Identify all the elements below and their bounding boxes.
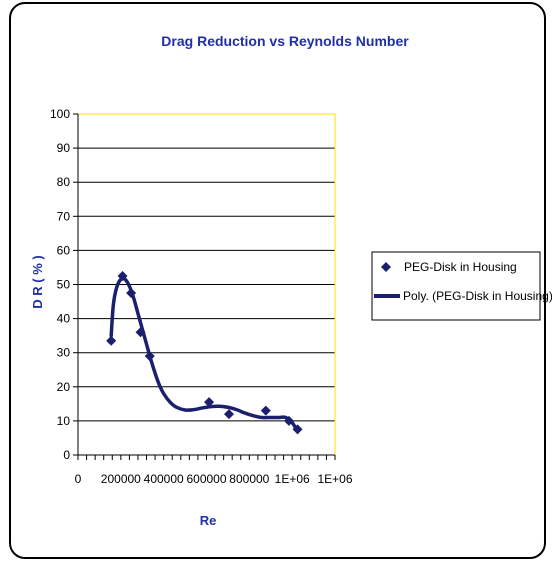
legend-marker-diamond-icon [381, 262, 391, 272]
y-tick-label: 90 [57, 141, 71, 155]
x-tick-label: 800000 [229, 472, 269, 486]
data-point-marker [117, 270, 128, 281]
legend-box [371, 251, 541, 321]
data-point-marker [204, 397, 215, 408]
y-tick-label: 20 [57, 380, 71, 394]
tick-labels: 0 10 20 30 40 50 60 70 80 90 100 0 200000 400000 60000… [50, 107, 353, 486]
data-point-marker [106, 335, 117, 346]
y-tick-label: 30 [57, 346, 71, 360]
y-tick-label: 70 [57, 209, 71, 223]
x-tick-label: 1E+06 [317, 472, 352, 486]
y-tick-label: 50 [57, 278, 71, 292]
chart-title: Drag Reduction vs Reynolds Number [161, 33, 409, 49]
y-tick-label: 60 [57, 243, 71, 257]
y-tick-label: 80 [57, 175, 71, 189]
data-point-marker [126, 288, 137, 299]
x-tick-label: 600000 [186, 472, 226, 486]
x-tick-label: 400000 [144, 472, 184, 486]
data-point-marker [283, 415, 294, 426]
data-point-marker [144, 351, 155, 362]
data-point-marker [223, 409, 234, 420]
y-tick-label: 40 [57, 312, 71, 326]
data-point-marker [135, 327, 146, 338]
y-axis-title: D R ( % ) [30, 255, 45, 308]
x-tick-label: 0 [75, 472, 82, 486]
axis-layer [73, 113, 336, 460]
legend: PEG-Disk in Housing Poly. (PEG-Disk in H… [371, 251, 552, 321]
legend-label-scatter: PEG-Disk in Housing [404, 260, 517, 274]
legend-label-trendline: Poly. (PEG-Disk in Housing) [403, 289, 552, 303]
series-layer [106, 270, 303, 435]
x-tick-label: 200000 [101, 472, 141, 486]
y-tick-label: 100 [50, 107, 70, 121]
grid-layer [78, 113, 335, 422]
x-axis-title: Re [200, 513, 217, 528]
x-tick-label: 1E+06 [275, 472, 310, 486]
y-tick-label: 10 [57, 414, 71, 428]
data-point-marker [260, 405, 271, 416]
y-tick-label: 0 [63, 448, 70, 462]
data-point-marker [292, 424, 303, 435]
trendline-series [109, 276, 300, 433]
